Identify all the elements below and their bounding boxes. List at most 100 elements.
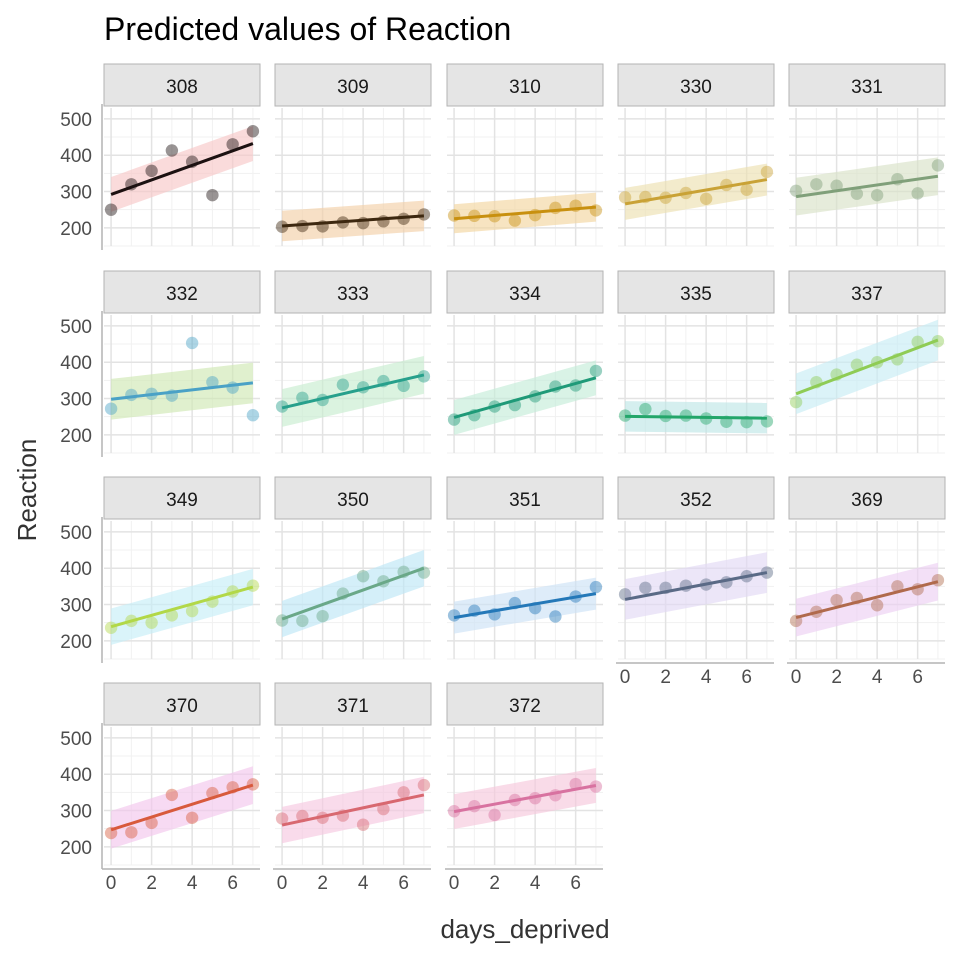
data-point	[870, 599, 884, 612]
fit-line	[281, 373, 425, 410]
data-point	[639, 402, 652, 416]
x-tick-label: 6	[741, 667, 752, 688]
fit-line	[795, 580, 939, 620]
facet-strip	[446, 63, 604, 107]
x-tick-label: 4	[872, 667, 883, 688]
data-point	[397, 786, 410, 799]
data-point	[789, 184, 803, 197]
fit-line	[281, 793, 425, 827]
x-tick-label: 6	[912, 667, 923, 688]
data-point	[145, 164, 158, 178]
facet-panel: 332 200 300 400 500	[60, 270, 261, 457]
facet-panel: 333	[274, 270, 432, 454]
data-point	[618, 409, 632, 422]
data-point	[830, 593, 843, 607]
data-point	[296, 391, 309, 404]
data-point	[185, 336, 199, 350]
data-point	[104, 402, 118, 415]
facet-panel: 310	[446, 63, 604, 247]
chart-title: Predicted values of Reaction	[104, 11, 511, 47]
y-tick-label: 500	[60, 110, 92, 131]
fit-line	[281, 214, 425, 228]
fit-line	[624, 178, 768, 206]
data-point	[760, 165, 774, 179]
x-axis-title: days_deprived	[440, 914, 609, 944]
fit-line	[625, 414, 767, 420]
x-tick-label: 0	[106, 873, 117, 894]
data-point	[891, 580, 904, 593]
data-point	[618, 191, 632, 204]
data-point	[931, 159, 945, 172]
facet-panel: 372 0 2 4 6	[445, 682, 604, 894]
facet-strip-label: 310	[509, 77, 541, 98]
facet-strip-label: 352	[680, 490, 712, 511]
facet-panel: 370 200 300 400 500 0 2 4 6	[60, 682, 261, 894]
y-tick-label: 500	[60, 523, 92, 544]
y-tick-label: 300	[60, 802, 92, 823]
data-point	[246, 409, 260, 422]
fit-line	[110, 783, 254, 832]
x-tick-label: 0	[620, 667, 631, 688]
facet-strip	[274, 63, 432, 107]
facet-strip-label: 370	[166, 696, 198, 717]
y-tick-label: 400	[60, 146, 92, 167]
x-tick-label: 0	[277, 873, 288, 894]
facet-strip-label: 369	[851, 490, 883, 511]
facet-strip	[274, 682, 432, 726]
facet-strip	[103, 682, 261, 726]
data-point	[488, 808, 501, 822]
facet-strip-label: 308	[166, 77, 198, 98]
facet-strip-label: 330	[680, 77, 712, 98]
data-point	[699, 192, 713, 205]
facet-strip-label: 332	[166, 284, 198, 305]
facet-panel: 350	[274, 476, 432, 660]
fit-line	[453, 205, 597, 221]
facet-strip	[788, 63, 946, 107]
facet-strip	[103, 63, 261, 107]
facet-panel: 351	[446, 476, 604, 660]
data-point	[275, 812, 289, 825]
fit-line	[110, 142, 254, 196]
y-tick-label: 300	[60, 390, 92, 411]
facet-strip-label: 351	[509, 490, 541, 511]
facet-panel: 334	[446, 270, 604, 454]
data-point	[125, 826, 138, 839]
facet-panel: 330	[617, 63, 775, 247]
facet-strip	[274, 476, 432, 520]
data-point	[397, 379, 410, 393]
data-point	[810, 178, 823, 191]
fit-line	[453, 592, 597, 620]
data-point	[206, 375, 219, 389]
y-tick-label: 500	[60, 317, 92, 338]
data-point	[104, 621, 118, 634]
facet-strip	[446, 270, 604, 314]
data-point	[165, 609, 179, 622]
x-tick-label: 4	[701, 667, 712, 688]
x-tick-label: 2	[831, 667, 842, 688]
data-point	[850, 358, 864, 371]
data-point	[246, 125, 260, 138]
x-tick-label: 2	[146, 873, 157, 894]
data-point	[740, 183, 753, 196]
data-point	[185, 811, 199, 824]
facet-strip	[788, 476, 946, 520]
data-point	[296, 614, 309, 628]
data-point	[316, 609, 329, 623]
facet-strip-label: 371	[337, 696, 369, 717]
facet-panel: 337	[788, 270, 946, 454]
data-point	[275, 220, 289, 233]
facet-panel: 369 0 2 4 6	[787, 476, 946, 688]
y-tick-label: 400	[60, 765, 92, 786]
data-point	[356, 818, 370, 831]
data-point	[165, 788, 179, 802]
data-point	[246, 778, 260, 791]
y-tick-label: 400	[60, 353, 92, 374]
y-tick-label: 200	[60, 838, 92, 859]
fit-line	[624, 571, 768, 601]
facet-strip	[103, 270, 261, 314]
fit-line	[453, 376, 597, 419]
fit-line	[281, 566, 425, 621]
y-tick-label: 300	[60, 596, 92, 617]
